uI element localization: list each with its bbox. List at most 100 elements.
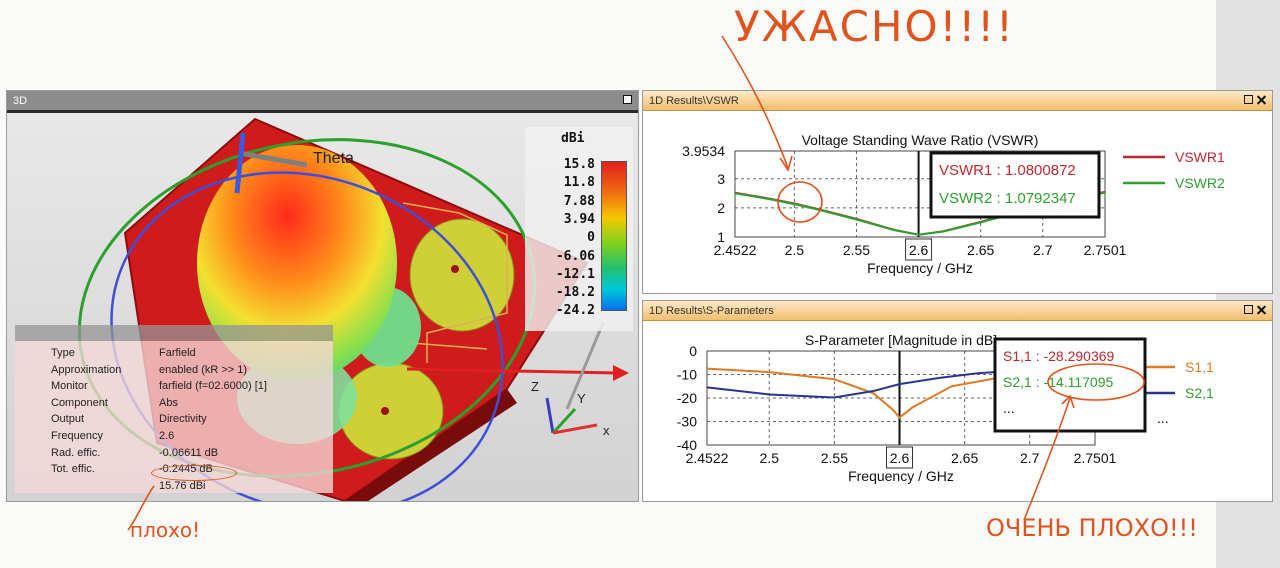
window-sparam-title: 1D Results\S-Parameters (649, 305, 774, 317)
pcb-edge (345, 389, 517, 501)
colorbar-tick-label: 3.94 (563, 211, 595, 227)
theta-label: Theta (313, 150, 354, 167)
info-value: farfield (f=02.6000) [1] (159, 380, 267, 393)
red-axis-arrowhead (613, 365, 629, 381)
triad-z-axis (545, 397, 555, 434)
info-value: Farfield (159, 347, 196, 359)
close-icon[interactable] (1257, 305, 1266, 314)
window-vswr-titlebar[interactable]: 1D Results\VSWR (643, 91, 1272, 111)
data-point (917, 233, 920, 236)
data-point (942, 230, 945, 233)
y-tick-label: -10 (677, 367, 697, 383)
data-point (892, 408, 894, 411)
cursor-x-label: 2.6 (909, 242, 929, 258)
colorbar-tick-label: -12.1 (555, 266, 595, 282)
data-point (892, 229, 895, 231)
info-key: Output (51, 413, 85, 426)
window-3d: 3D Theta Z Y x (6, 90, 639, 502)
tot-effic-highlight (151, 465, 237, 481)
cursor-readout-line: S1,1 : -28.290369 (1003, 348, 1115, 364)
data-point (768, 371, 771, 373)
farfield-info-panel: Type Farfield Approximation enabled (kR >> … (15, 325, 333, 493)
x-tick-label: 2.4522 (714, 242, 757, 258)
info-key: Rad. effic. (51, 446, 101, 459)
colorbar-legend: dBi 15.8 11.8 7.88 3.94 0 -6.06 -12.1 -18.2 -24.… (525, 127, 633, 331)
data-point (937, 377, 940, 379)
y-tick-label: 1 (717, 229, 725, 245)
legend-label[interactable]: VSWR2 (1175, 175, 1225, 191)
info-value: -0.06611 dB (159, 446, 219, 459)
x-axis-label: Frequency / GHz (848, 468, 954, 484)
triad-y-label: Y (577, 391, 586, 406)
colorbar-tick-label: -18.2 (555, 285, 595, 301)
maximize-icon[interactable] (1244, 305, 1253, 314)
annotation-left: плохо! (130, 518, 201, 542)
colorbar-tick-label: 7.88 (563, 193, 595, 209)
window-sparam: 1D Results\S-Parameters S-Parameter [Mag… (642, 300, 1273, 502)
annotation-right: ОЧЕНЬ ПЛОХО!!! (986, 514, 1198, 542)
info-value: enabled (kR >> 1) (159, 363, 248, 376)
feed-point-bottom (381, 407, 389, 415)
data-point (911, 406, 914, 409)
maximize-icon[interactable] (1244, 95, 1253, 104)
x-tick-label: 2.5 (785, 242, 805, 258)
info-panel-header (15, 325, 333, 341)
series-line-0[interactable] (706, 366, 1096, 419)
data-point (950, 385, 953, 388)
y-tick-label: -40 (677, 437, 697, 453)
annotation-top: УЖАСНО!!!! (734, 2, 1015, 51)
legend-label[interactable]: VSWR1 (1175, 149, 1225, 165)
window-3d-titlebar[interactable]: 3D (7, 91, 638, 113)
colorbar-tick-label: 0 (587, 230, 595, 246)
x-tick-label: 2.7 (1020, 450, 1040, 466)
z-axis-arrow (234, 132, 246, 194)
legend-label[interactable]: S1,1 (1185, 359, 1214, 375)
cursor-readout-line: ... (1003, 400, 1015, 416)
triad-x-label: x (603, 423, 610, 438)
info-key: Frequency (51, 430, 103, 442)
window-sparam-titlebar[interactable]: 1D Results\S-Parameters (643, 301, 1272, 321)
data-point (872, 390, 875, 392)
colorbar-tick-label: 11.8 (563, 175, 595, 191)
triad-z-label: Z (531, 379, 539, 394)
cursor-readout-box (929, 151, 1101, 219)
cursor-readout-line: VSWR1 : 1.0800872 (939, 162, 1076, 179)
cursor-x-label: 2.6 (890, 450, 910, 466)
vswr-chart[interactable]: Voltage Standing Wave Ratio (VSWR) 2.4522… (643, 111, 1273, 293)
y-tick-label: 3.9534 (682, 143, 725, 159)
data-point (1104, 191, 1106, 194)
data-point (898, 416, 901, 419)
y-tick-label: 2 (717, 200, 725, 216)
data-point (976, 372, 979, 375)
data-point (833, 378, 836, 380)
x-axis-label: Frequency / GHz (867, 260, 973, 276)
x-tick-label: 2.55 (821, 450, 848, 466)
probe-line (565, 322, 605, 410)
cursor-readout-line: S2,1 : -14.117095 (1003, 374, 1113, 390)
triad-y-axis (551, 407, 577, 435)
x-tick-label: 2.7501 (1074, 450, 1117, 466)
colorbar-unit: dBi (561, 131, 585, 146)
data-point (706, 367, 708, 370)
cursor-x-box (886, 446, 914, 469)
x-tick-label: 2.5 (760, 450, 780, 466)
close-icon[interactable] (1257, 95, 1266, 104)
cursor-readout-line: VSWR2 : 1.0792347 (939, 190, 1076, 207)
x-tick-label: 2.65 (967, 242, 994, 258)
colorbar-gradient (601, 161, 627, 311)
info-value: 2.6 (159, 430, 175, 442)
microstrip-feed-line (402, 202, 508, 363)
info-value: Directivity (159, 413, 207, 426)
window-vswr: 1D Results\VSWR Voltage Standing Wave Ra… (642, 90, 1273, 294)
data-point (872, 392, 875, 395)
legend-label[interactable]: S2,1 (1185, 385, 1214, 401)
window-3d-title: 3D (13, 95, 28, 107)
sparam-chart[interactable]: S-Parameter [Magnitude in dB] 2.4522 2.5 2.… (643, 321, 1273, 501)
feed-point-right (451, 265, 459, 273)
maximize-icon[interactable] (623, 95, 632, 104)
x-tick-label: 2.55 (843, 242, 870, 258)
data-point (768, 198, 771, 200)
cursor-x-box (905, 238, 933, 261)
y-tick-label: 3 (717, 171, 725, 187)
y-tick-label: 0 (689, 343, 697, 359)
